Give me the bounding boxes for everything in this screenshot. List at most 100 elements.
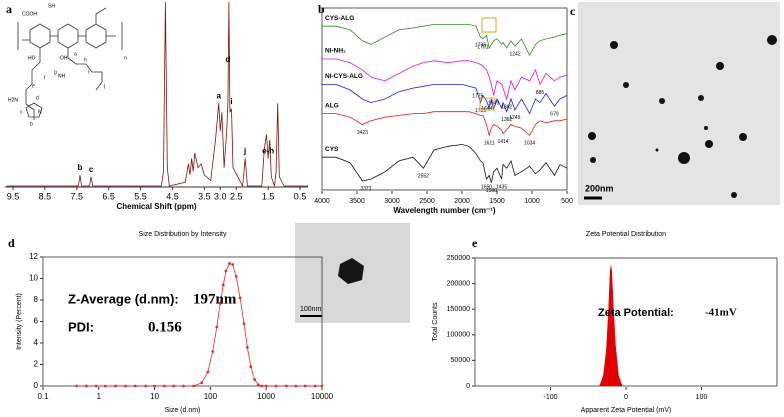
point [221,283,225,287]
structure-label: c [20,109,23,115]
area [599,265,623,387]
peak-label: i [230,97,232,106]
structure-label: COOH [22,11,37,17]
x-tick-label: 2500 [419,198,435,205]
structure-label: SH [48,3,55,9]
line [322,84,568,115]
x-tick-label: 0.1 [37,392,49,401]
x-tick-label: 4000 [314,198,330,205]
y-tick-label: 150000 [447,306,470,313]
annotation-label: PDI: [68,319,94,334]
point [206,370,210,374]
tem-particles [588,35,777,198]
line [322,111,568,137]
x-tick-label: 1000 [524,198,540,205]
band-label: 679 [550,112,559,118]
x-tick-label: 1.5 [262,191,275,201]
band-label: 1650 [481,184,492,190]
band-label: 2552 [418,173,429,179]
structure-label: h [84,57,87,63]
structure-label: b [30,121,33,127]
y-axis-label: Intensity (Percent) [16,293,23,350]
point [294,384,298,388]
line [322,58,568,101]
point [192,384,196,388]
band-label: 1245 [509,115,520,121]
point [249,365,253,369]
x-tick-label: 7.5 [71,191,84,201]
peak-label: e-h [262,147,274,156]
band-label: 885 [536,90,545,96]
point [238,296,242,300]
x-tick-label: 1000 [257,392,275,401]
band-label: 1644 [481,106,492,112]
panel-label: d [8,236,15,250]
point [218,301,222,305]
structure-label: a [74,51,77,57]
point [242,322,246,326]
y-tick-label: 0 [466,383,470,390]
band-label: 1435 [496,184,507,190]
x-tick-label: 0 [624,394,628,401]
tem-image [578,2,780,205]
structure-label: HO [28,55,36,61]
x-tick-label: 10000 [311,392,334,401]
structure-label: f [44,75,46,81]
y-tick-label: 0 [34,381,39,390]
point [124,384,127,388]
point [264,384,268,388]
legend-label: NI-CYS-ALG [325,73,363,80]
panel-label: e [472,236,478,250]
x-axis-label: Wavelength number (cm⁻¹) [393,206,495,215]
scale-label: 200nm [585,183,614,193]
legend-label: CYS-ALG [325,15,354,22]
x-axis-label: Size (d.nm) [165,407,201,414]
panel-label: c [570,4,576,18]
point [163,384,166,388]
x-tick-label: 5.5 [134,191,147,201]
band-label: 1414 [497,139,508,145]
point [182,384,185,388]
x-tick-label: 3.0 [214,191,227,201]
structure-label: H2N [8,97,18,103]
band-label: 1580 [486,188,497,194]
point [144,384,148,388]
x-tick-label: 500 [561,198,573,205]
point [224,269,228,273]
structure-label: j [103,83,105,89]
annotation-label: Zeta Potential: [598,307,674,319]
annotation-label: Z-Average (d.nm): [68,291,179,306]
structure-label: OH [60,55,68,61]
y-tick-label: 12 [29,252,38,261]
x-tick-label: 6.5 [102,191,115,201]
point [234,274,238,278]
structure-label: i [88,69,89,75]
y-tick-label: 6 [34,317,39,326]
y-axis-label: Total Counts [432,302,439,341]
x-axis-label: Chemical Shift (ppm) [116,202,196,211]
x-tick-label: 100 [696,394,708,401]
x-tick-label: 0.5 [294,191,307,201]
point [200,381,204,385]
chart-title: Zeta Potential Distribution [586,231,666,238]
structure-label: NH [58,73,66,79]
band-label: 1611 [484,141,495,147]
legend-label: CYS [325,146,339,153]
point [114,384,117,388]
x-tick-label: 9.5 [7,191,20,201]
structure-label: e [32,83,35,89]
y-tick-label: 4 [34,338,39,347]
y-tick-label: 100000 [447,332,470,339]
band-label: 1735 [475,108,486,114]
peak-label: d [225,55,230,64]
plot-frame [321,7,568,191]
y-tick-label: 250000 [447,255,470,262]
annotation-value: -41mV [705,307,737,319]
band-label: 3373 [360,186,371,192]
point [85,384,88,388]
annotation-value: 197nm [193,291,237,307]
legend-label: ALG [325,102,339,109]
peak-label: c [89,165,94,174]
point [274,384,278,388]
